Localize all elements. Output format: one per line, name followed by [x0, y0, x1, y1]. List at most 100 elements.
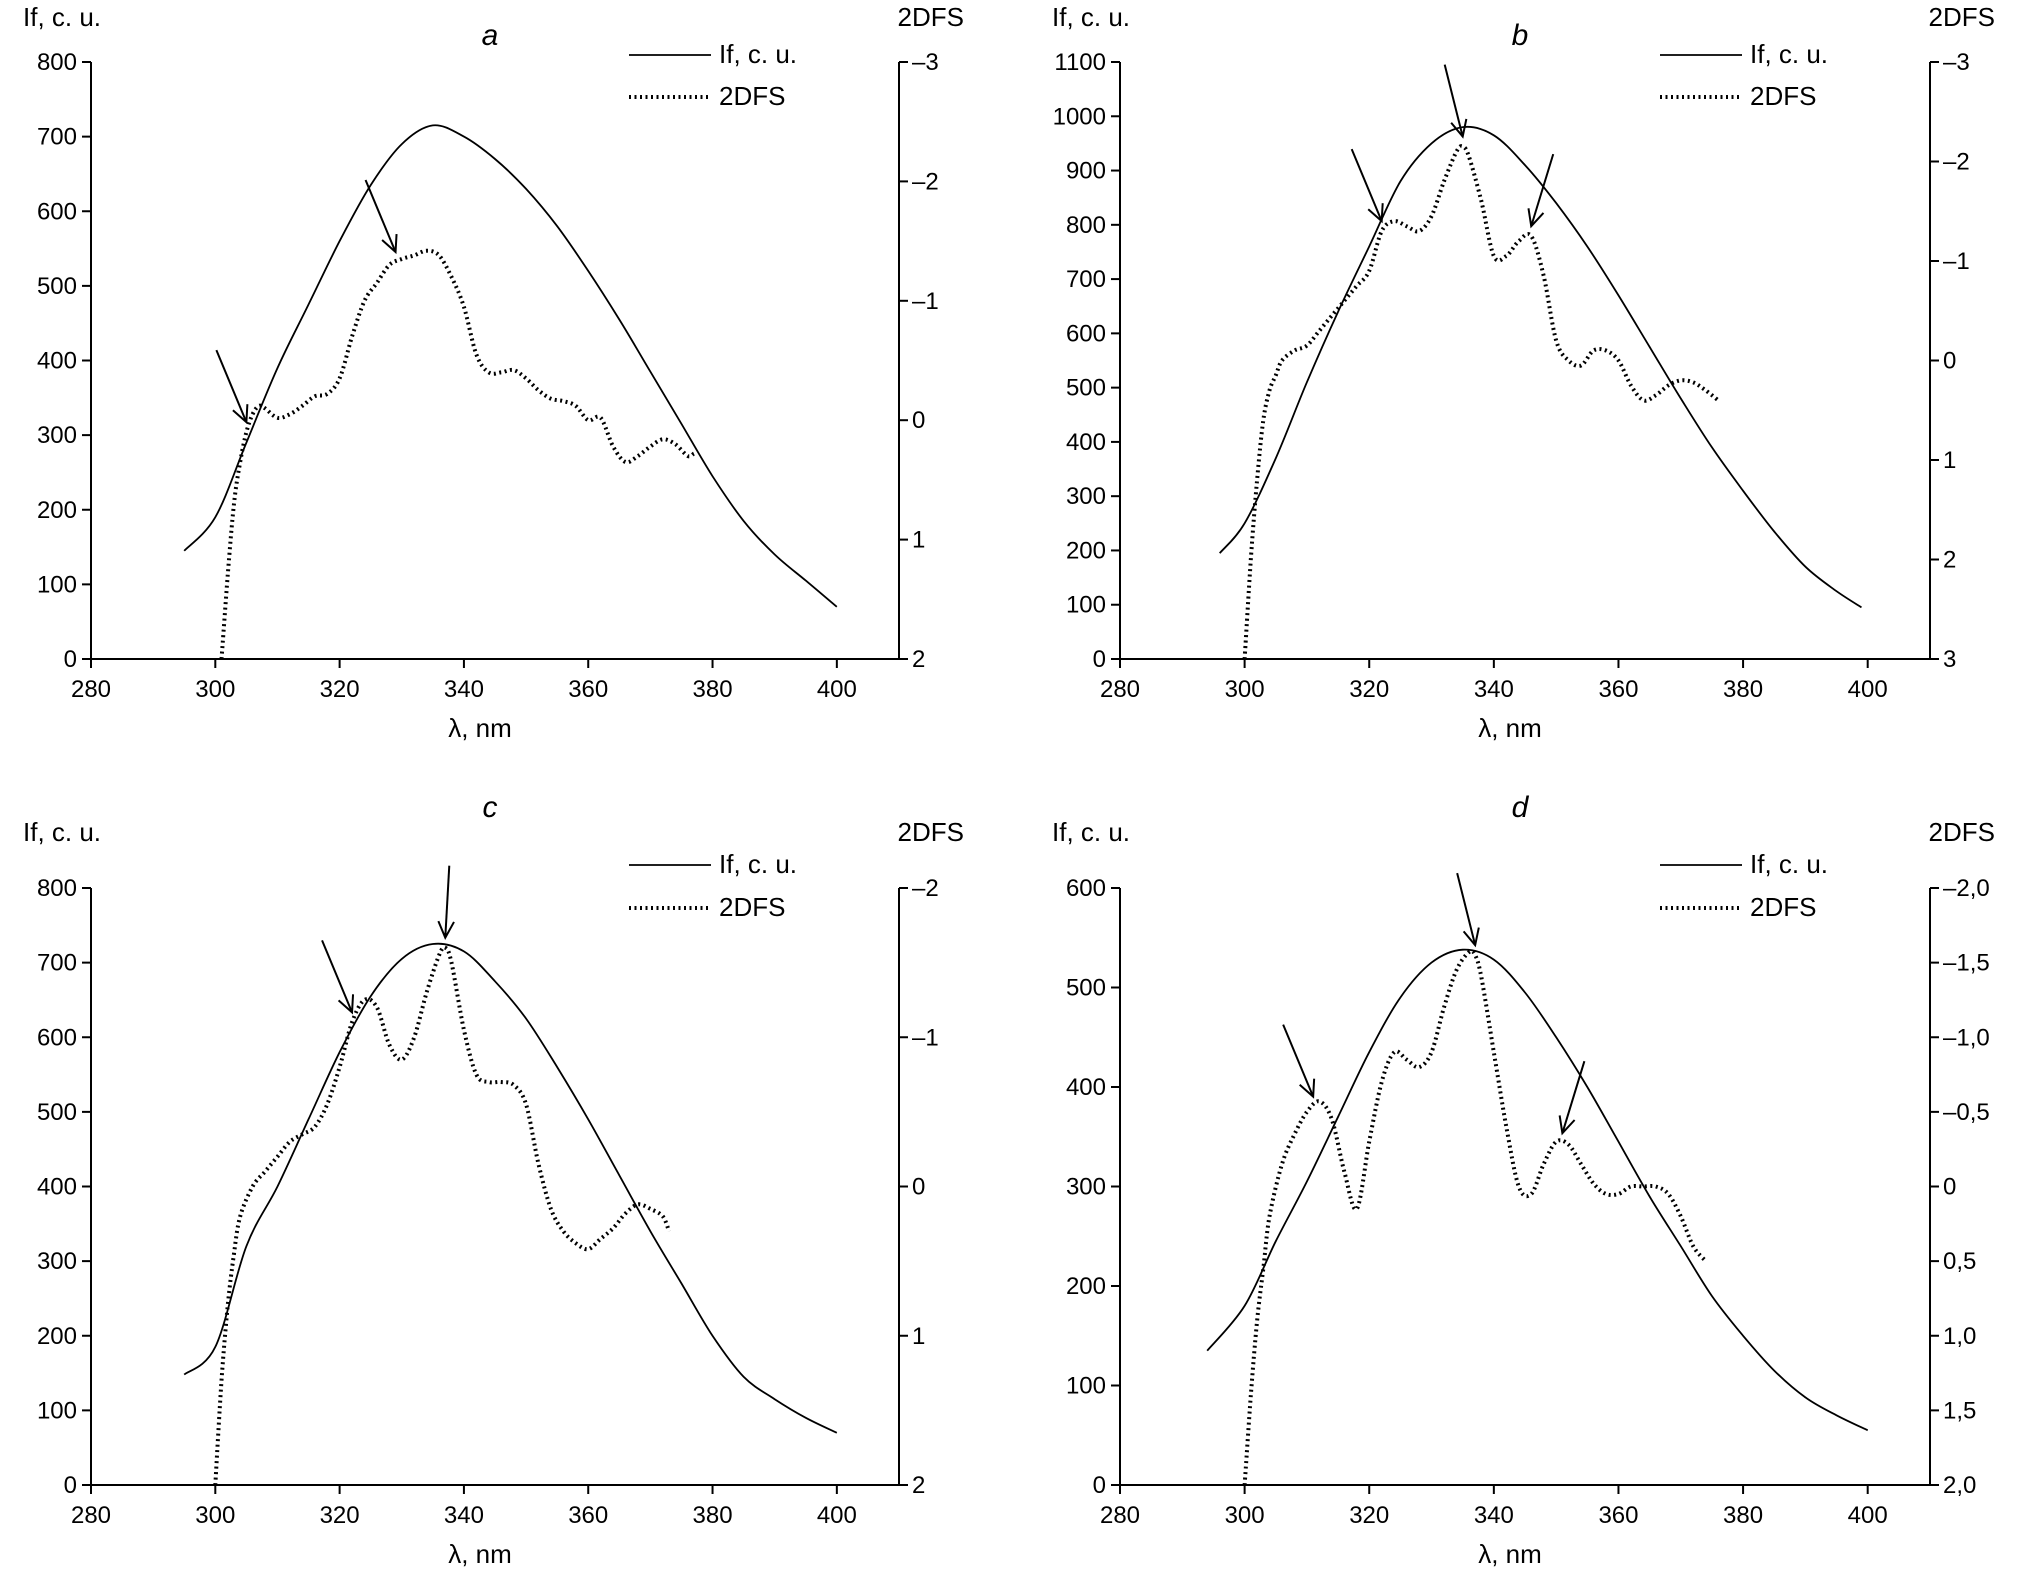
y-right-tick-label: 2	[912, 646, 925, 673]
if-series-line	[1219, 125, 1862, 609]
y-right-tick-label: 0	[912, 1174, 925, 1201]
peak-arrow	[321, 939, 353, 1013]
y-right-tick-label: –2,0	[1943, 875, 1990, 902]
y-left-tick-label: 400	[1066, 1074, 1106, 1101]
y-left-tick-label: 500	[1066, 375, 1106, 402]
if-series-line	[1206, 948, 1869, 1432]
y-right-tick-label: –1	[912, 288, 939, 315]
y-right-tick-label: –3	[1943, 49, 1970, 76]
peak-arrow	[1443, 64, 1464, 137]
y-left-tick-label: 300	[37, 422, 77, 449]
peak-arrow	[1530, 153, 1555, 227]
peak-arrow	[1456, 872, 1477, 946]
x-tick-label: 300	[1225, 1502, 1265, 1529]
y-right-tick-label: 0	[912, 407, 925, 434]
y-left-tick-label: 200	[1066, 1273, 1106, 1300]
y-left-tick-label: 800	[37, 875, 77, 902]
peak-arrow	[1282, 1024, 1315, 1098]
y-left-tick-label: 700	[1066, 266, 1106, 293]
x-axis-label: λ, nm	[448, 1539, 512, 1569]
y-left-tick-label: 400	[37, 348, 77, 375]
y-right-tick-label: 1	[912, 527, 925, 554]
y-left-tick-label: 600	[37, 1024, 77, 1051]
y-right-tick-label: 2	[912, 1472, 925, 1499]
x-tick-label: 360	[568, 1502, 608, 1529]
legend-2dfs-label: 2DFS	[719, 892, 785, 922]
legend-if-label: If, c. u.	[719, 39, 797, 69]
y-right-tick-label: 3	[1943, 646, 1956, 673]
y-right-tick-label: 1	[912, 1323, 925, 1350]
legend-2dfs-label: 2DFS	[719, 81, 785, 111]
y-right-tick-label: –1,5	[1943, 950, 1990, 977]
x-tick-label: 340	[1474, 1502, 1514, 1529]
x-tick-label: 320	[320, 676, 360, 703]
peak-arrow-head	[1558, 1115, 1576, 1136]
y-left-tick-label: 0	[1093, 646, 1106, 673]
panel-d: 280 300 320 340 360 380 400 0 100 200 300 400 500 600…	[1052, 791, 1995, 1569]
x-tick-label: 400	[817, 1502, 857, 1529]
y-left-tick-label: 300	[1066, 1174, 1106, 1201]
twodfs-series-line	[1242, 144, 1720, 660]
y-left-tick-label: 400	[1066, 429, 1106, 456]
x-tick-label: 380	[693, 1502, 733, 1529]
peak-arrow-head	[337, 994, 355, 1015]
y-left-tick-label: 0	[64, 646, 77, 673]
y-right-tick-label: 1,5	[1943, 1397, 1976, 1424]
x-tick-label: 340	[444, 1502, 484, 1529]
y-left-tick-label: 400	[37, 1174, 77, 1201]
x-axis-label: λ, nm	[448, 713, 512, 743]
x-tick-label: 360	[568, 676, 608, 703]
y-right-tick-label: 0	[1943, 348, 1956, 375]
y-right-tick-label: –3	[912, 49, 939, 76]
y-right-tick-label: 1,0	[1943, 1323, 1976, 1350]
y-right-tick-label: 2	[1943, 547, 1956, 574]
x-axis-label: λ, nm	[1478, 713, 1542, 743]
panel-letter: c	[483, 791, 498, 824]
x-tick-label: 320	[320, 1502, 360, 1529]
twodfs-series-line	[1242, 948, 1708, 1486]
panel-c: 280 300 320 340 360 380 400 0 100 200 300 400 500 600…	[23, 791, 964, 1569]
y-left-tick-label: 900	[1066, 158, 1106, 185]
legend-if-label: If, c. u.	[1750, 849, 1828, 879]
peak-arrow	[1561, 1060, 1586, 1134]
x-tick-label: 360	[1598, 676, 1638, 703]
y-right-tick-label: –1	[912, 1024, 939, 1051]
y-left-axis-label: If, c. u.	[23, 817, 101, 847]
twodfs-series-line	[213, 945, 671, 1486]
x-tick-label: 360	[1598, 1502, 1638, 1529]
y-right-tick-label: 2,0	[1943, 1472, 1976, 1499]
x-tick-label: 300	[195, 1502, 235, 1529]
y-right-tick-label: –1	[1943, 248, 1970, 275]
y-left-axis-label: If, c. u.	[23, 2, 101, 32]
y-left-tick-label: 600	[37, 198, 77, 225]
y-right-axis-label: 2DFS	[1929, 817, 1995, 847]
y-left-tick-label: 300	[37, 1248, 77, 1275]
legend-2dfs-label: 2DFS	[1750, 81, 1816, 111]
y-right-axis-label: 2DFS	[898, 2, 964, 32]
peak-arrow-head	[1299, 1078, 1316, 1099]
y-left-tick-label: 200	[1066, 537, 1106, 564]
y-right-tick-label: –2	[912, 168, 939, 195]
y-right-tick-label: 0,5	[1943, 1248, 1976, 1275]
x-tick-label: 340	[444, 676, 484, 703]
panel-letter: a	[482, 19, 499, 52]
legend-if-label: If, c. u.	[719, 849, 797, 879]
peak-arrow	[1350, 148, 1383, 222]
x-tick-label: 280	[1100, 676, 1140, 703]
peak-arrow	[215, 349, 248, 423]
y-left-tick-label: 500	[37, 1099, 77, 1126]
x-tick-label: 400	[1848, 676, 1888, 703]
y-right-axis-label: 2DFS	[898, 817, 964, 847]
y-left-tick-label: 100	[37, 571, 77, 598]
y-left-tick-label: 100	[1066, 1373, 1106, 1400]
peak-arrow-head	[1450, 118, 1468, 139]
peak-arrow	[364, 179, 397, 253]
y-left-tick-label: 600	[1066, 875, 1106, 902]
y-left-tick-label: 0	[1093, 1472, 1106, 1499]
y-left-axis-label: If, c. u.	[1052, 2, 1130, 32]
x-tick-label: 300	[1225, 676, 1265, 703]
peak-arrow	[444, 865, 451, 938]
y-left-tick-label: 600	[1066, 320, 1106, 347]
y-right-tick-label: 0	[1943, 1174, 1956, 1201]
